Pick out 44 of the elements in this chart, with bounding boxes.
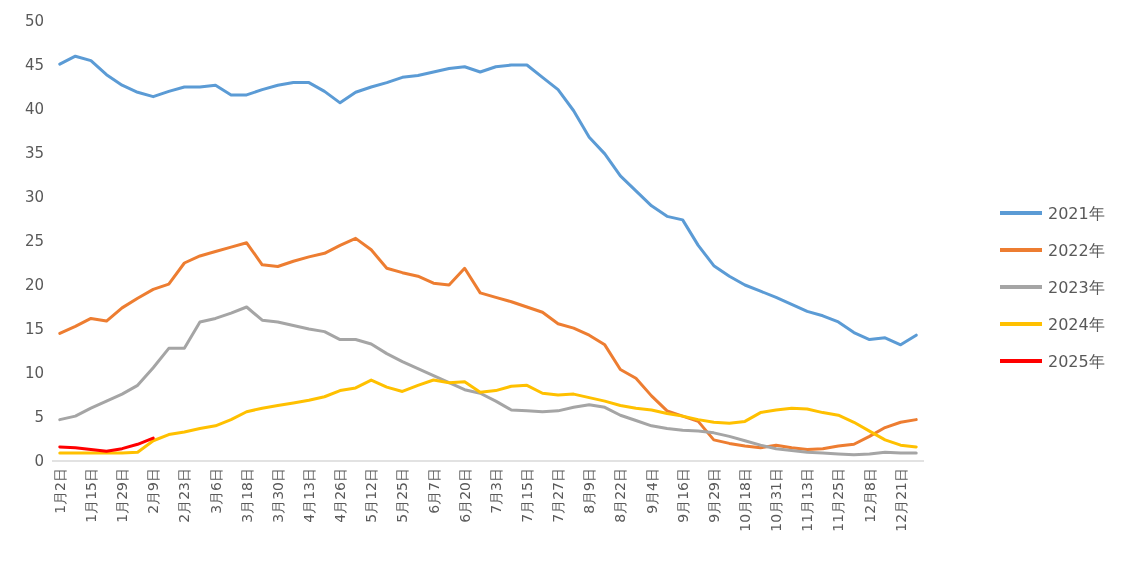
x-tick-label: 11月13日 xyxy=(799,468,816,532)
y-tick-label: 10 xyxy=(24,364,44,382)
x-tick-label: 9月4日 xyxy=(643,468,660,514)
y-tick-label: 45 xyxy=(24,56,44,74)
x-tick-label: 8月22日 xyxy=(612,468,629,523)
x-tick-label: 12月21日 xyxy=(892,468,909,532)
legend-label: 2023年 xyxy=(1048,278,1105,297)
y-tick-label: 25 xyxy=(24,232,44,250)
legend-label: 2022年 xyxy=(1048,241,1105,260)
x-tick-label: 5月25日 xyxy=(394,468,411,523)
x-tick-label: 1月2日 xyxy=(51,468,68,514)
legend-label: 2024年 xyxy=(1048,315,1105,334)
y-tick-label: 35 xyxy=(24,144,44,162)
x-tick-label: 9月16日 xyxy=(674,468,691,523)
x-tick-label: 4月26日 xyxy=(332,468,349,523)
x-tick-label: 1月29日 xyxy=(114,468,131,523)
y-tick-label: 40 xyxy=(24,100,44,118)
y-tick-label: 0 xyxy=(34,452,44,470)
x-tick-label: 6月7日 xyxy=(425,468,442,514)
x-tick-label: 12月8日 xyxy=(861,468,878,523)
x-tick-label: 3月30日 xyxy=(269,468,286,523)
y-tick-label: 20 xyxy=(24,276,44,294)
x-tick-label: 8月9日 xyxy=(581,468,598,514)
y-tick-label: 30 xyxy=(24,188,44,206)
x-tick-label: 4月13日 xyxy=(300,468,317,523)
x-tick-label: 2月9日 xyxy=(145,468,162,514)
x-tick-label: 3月6日 xyxy=(207,468,224,514)
x-tick-label: 6月20日 xyxy=(456,468,473,523)
x-tick-label: 7月3日 xyxy=(487,468,504,514)
x-tick-label: 10月31日 xyxy=(768,468,785,532)
x-tick-label: 5月12日 xyxy=(363,468,380,523)
x-tick-label: 9月29日 xyxy=(705,468,722,523)
legend-label: 2021年 xyxy=(1048,204,1105,223)
y-tick-label: 15 xyxy=(24,320,44,338)
x-tick-label: 7月15日 xyxy=(518,468,535,523)
y-tick-label: 50 xyxy=(24,12,44,30)
x-tick-label: 2月23日 xyxy=(176,468,193,523)
legend-label: 2025年 xyxy=(1048,352,1105,371)
y-tick-label: 5 xyxy=(34,408,44,426)
x-tick-label: 10月18日 xyxy=(736,468,753,532)
x-tick-label: 7月27日 xyxy=(550,468,567,523)
x-tick-label: 1月15日 xyxy=(82,468,99,523)
x-tick-label: 3月18日 xyxy=(238,468,255,523)
x-tick-label: 11月25日 xyxy=(830,468,847,532)
